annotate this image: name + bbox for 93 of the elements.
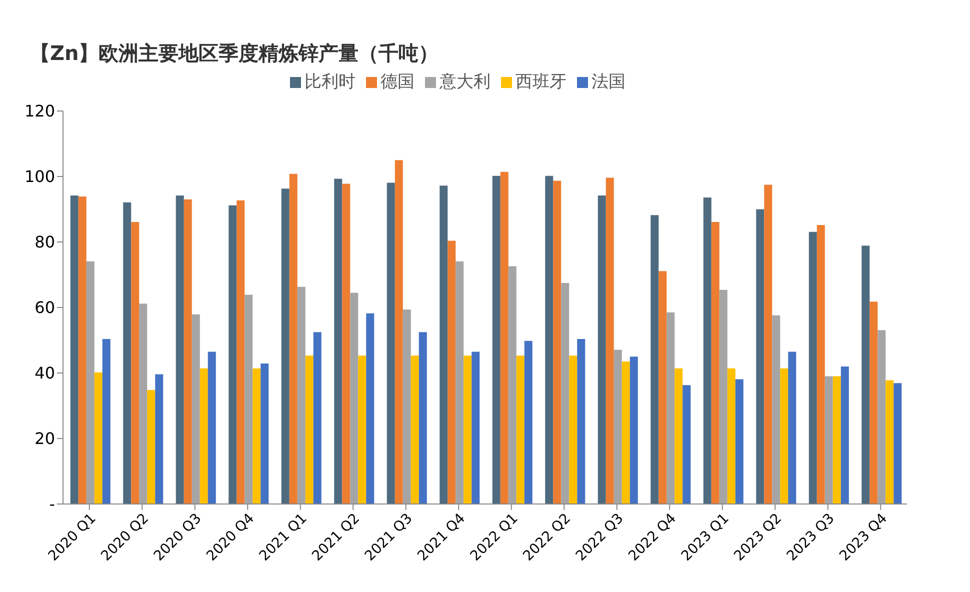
bar: [492, 176, 500, 504]
legend-label: 德国: [380, 72, 414, 92]
bar: [342, 184, 350, 504]
bar: [139, 304, 148, 504]
bar: [289, 174, 298, 504]
bar: [622, 362, 630, 504]
bar: [524, 340, 532, 504]
bar: [472, 352, 480, 504]
bar: [123, 202, 132, 504]
bar: [464, 356, 472, 504]
bar: [840, 366, 849, 504]
bar: [674, 368, 683, 504]
bar: [297, 286, 306, 504]
bar: [236, 200, 245, 504]
bar: [666, 312, 675, 504]
y-tick-label: 120: [24, 102, 55, 121]
bar: [456, 261, 464, 504]
bar: [553, 180, 562, 504]
bar: [244, 294, 253, 504]
bar: [440, 186, 448, 504]
bar: [386, 182, 395, 504]
bar: [86, 261, 94, 504]
bar: [577, 338, 586, 504]
bar: [870, 302, 878, 504]
bar: [788, 352, 796, 504]
bar: [147, 390, 156, 504]
bar: [334, 178, 342, 504]
bar: [886, 380, 894, 504]
bar: [176, 195, 184, 504]
bar: [703, 197, 712, 504]
bar: [70, 195, 78, 504]
legend-label: 意大利: [440, 72, 490, 92]
y-tick-label: 20: [34, 429, 55, 448]
bar: [208, 352, 216, 504]
chart-title: 【Zn】欧洲主要地区季度精炼锌产量（千吨）: [30, 40, 439, 67]
bar: [569, 356, 578, 504]
bar: [650, 215, 659, 504]
bar: [878, 330, 886, 504]
bar: [808, 232, 817, 504]
bar: [816, 224, 825, 504]
bar: [350, 292, 358, 504]
bar: [313, 332, 322, 504]
bar: [756, 209, 764, 504]
bar: [561, 282, 570, 504]
bar: [402, 309, 411, 504]
bar: [252, 368, 261, 504]
bar: [281, 188, 290, 504]
legend-label: 法国: [592, 72, 626, 92]
bar: [410, 356, 419, 504]
bar: [614, 350, 622, 504]
legend-label: 比利时: [304, 72, 356, 92]
bar: [598, 195, 606, 504]
bar: [192, 314, 200, 504]
bar: [418, 332, 427, 504]
bar: [780, 368, 788, 504]
bar: [394, 160, 403, 504]
bar: [719, 290, 728, 504]
bar: [862, 246, 870, 504]
bar: [772, 315, 780, 504]
y-tick-label: 40: [34, 364, 55, 383]
bar: [630, 356, 638, 504]
bar: [200, 368, 208, 504]
bar: [545, 176, 554, 504]
bar: [727, 368, 736, 504]
bar: [658, 271, 667, 504]
bar: [155, 374, 164, 504]
y-tick-label: 100: [24, 167, 55, 186]
bar: [894, 383, 902, 504]
legend-label: 西班牙: [516, 72, 566, 92]
bar: [448, 240, 456, 504]
bar: [131, 222, 140, 504]
bar: [500, 172, 508, 504]
bar: [102, 338, 110, 504]
bar: [358, 356, 366, 504]
bar: [260, 364, 269, 504]
bar: [366, 313, 374, 504]
y-tick-label: 80: [34, 232, 55, 252]
y-tick-label: -: [49, 494, 55, 514]
bar: [711, 222, 720, 504]
bar: [606, 178, 614, 504]
bar: [682, 385, 691, 504]
bar: [508, 266, 516, 504]
bar: [516, 356, 524, 504]
bar: [764, 184, 772, 504]
bar: [305, 356, 314, 504]
y-tick-label: 60: [34, 298, 55, 318]
bar: [832, 376, 841, 504]
bar: [94, 372, 102, 504]
bar: [824, 376, 833, 504]
bar: [735, 379, 744, 504]
bar: [78, 196, 86, 504]
bar: [184, 199, 192, 504]
bar: [228, 205, 237, 504]
